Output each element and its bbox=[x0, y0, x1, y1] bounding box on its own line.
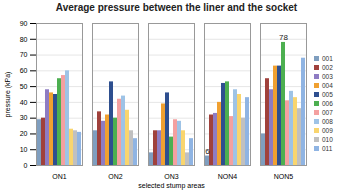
svg-text:0: 0 bbox=[24, 162, 28, 169]
svg-text:70: 70 bbox=[20, 51, 28, 58]
svg-text:10: 10 bbox=[20, 146, 28, 153]
svg-text:78: 78 bbox=[279, 33, 288, 42]
svg-text:NON4: NON4 bbox=[218, 173, 238, 180]
html-text:005: 005 bbox=[322, 90, 333, 98]
svg-text:pressure (kPa): pressure (kPa) bbox=[4, 72, 12, 118]
html-text:010: 010 bbox=[322, 135, 333, 143]
html-text:007: 007 bbox=[322, 108, 333, 116]
svg-text:ON1: ON1 bbox=[52, 173, 67, 180]
html-text:006: 006 bbox=[322, 99, 333, 107]
svg-text:80: 80 bbox=[20, 36, 28, 43]
html-text:002: 002 bbox=[322, 63, 333, 71]
svg-text:60: 60 bbox=[20, 67, 28, 74]
svg-text:NON5: NON5 bbox=[274, 173, 294, 180]
svg-text:6: 6 bbox=[205, 147, 210, 156]
html-text:003: 003 bbox=[322, 72, 333, 80]
html-text:008: 008 bbox=[322, 117, 333, 125]
svg-text:ON2: ON2 bbox=[108, 173, 123, 180]
html-text:011: 011 bbox=[322, 144, 333, 152]
svg-text:40: 40 bbox=[20, 99, 28, 106]
svg-text:30: 30 bbox=[20, 114, 28, 121]
svg-text:20: 20 bbox=[20, 130, 28, 137]
html-text:001: 001 bbox=[322, 54, 333, 62]
html-text:004: 004 bbox=[322, 81, 333, 89]
svg-text:50: 50 bbox=[20, 83, 28, 90]
svg-text:ON3: ON3 bbox=[164, 173, 179, 180]
svg-text:selected stump areas: selected stump areas bbox=[138, 182, 205, 190]
svg-text:90: 90 bbox=[20, 20, 28, 27]
html-text:Average pressure between the l: Average pressure between the liner and t… bbox=[55, 2, 298, 13]
html-text:009: 009 bbox=[322, 126, 333, 134]
